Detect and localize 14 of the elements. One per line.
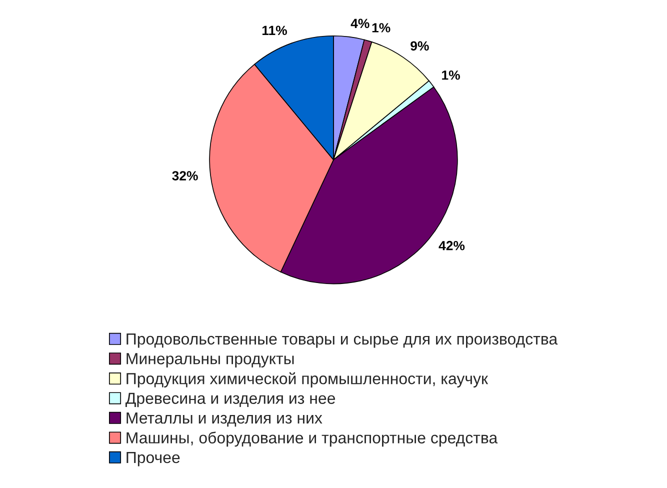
data-label: 9% <box>410 41 429 51</box>
legend-label: Минеральны продукты <box>126 353 294 368</box>
legend-label: Металлы и изделия из них <box>126 412 322 427</box>
legend-label: Прочее <box>126 452 180 466</box>
data-label: 11% <box>262 26 287 36</box>
data-label: 1% <box>442 70 460 80</box>
data-label: 42% <box>438 240 465 250</box>
data-label: 32% <box>172 171 198 180</box>
legend-label: Древесина и изделия из нее <box>126 392 336 408</box>
legend-label: Продовольственные товары и сырье для их производства <box>126 334 558 348</box>
legend-label: Машины, оборудование и транспортные средства <box>126 432 498 447</box>
data-label: 1% <box>372 23 390 32</box>
data-label: 4% <box>350 18 370 28</box>
legend-label: Продукция химической промышленности, каучук <box>126 372 488 388</box>
